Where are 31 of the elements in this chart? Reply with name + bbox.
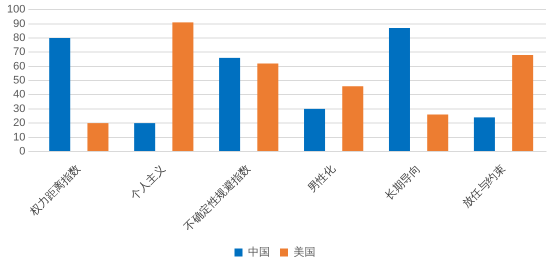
bar (427, 114, 448, 151)
y-tick-label: 0 (19, 145, 26, 158)
bar (512, 54, 534, 151)
x-tick-label: 权力距离指数 (26, 162, 84, 219)
y-tick-label: 60 (13, 60, 26, 72)
y-tick-label: 100 (6, 4, 26, 16)
legend-label: 美国 (294, 246, 316, 259)
bar (257, 64, 278, 151)
y-tick-label: 70 (13, 46, 26, 58)
bar (87, 123, 108, 151)
bar (474, 117, 495, 151)
y-tick-label: 10 (13, 131, 26, 144)
y-tick-label: 20 (13, 117, 26, 130)
y-tick-label: 30 (13, 102, 26, 115)
y-tick-label: 90 (13, 18, 26, 30)
bar (304, 108, 326, 151)
legend-label: 中国 (248, 246, 270, 259)
bar (342, 86, 364, 151)
x-tick-label: 长期导向 (382, 162, 423, 202)
bar (49, 38, 70, 151)
bar (172, 22, 194, 151)
bar (388, 28, 410, 151)
y-tick-label: 80 (13, 32, 26, 44)
bar (219, 58, 240, 151)
x-tick-label: 男性化 (306, 162, 338, 195)
bar (134, 123, 156, 151)
y-tick-label: 40 (13, 88, 26, 101)
x-tick-label: 不确定性规避指数 (182, 162, 253, 234)
x-tick-label: 个人主义 (128, 162, 168, 202)
x-tick-label: 放任与约束 (460, 162, 508, 210)
y-tick-label: 50 (13, 74, 26, 87)
